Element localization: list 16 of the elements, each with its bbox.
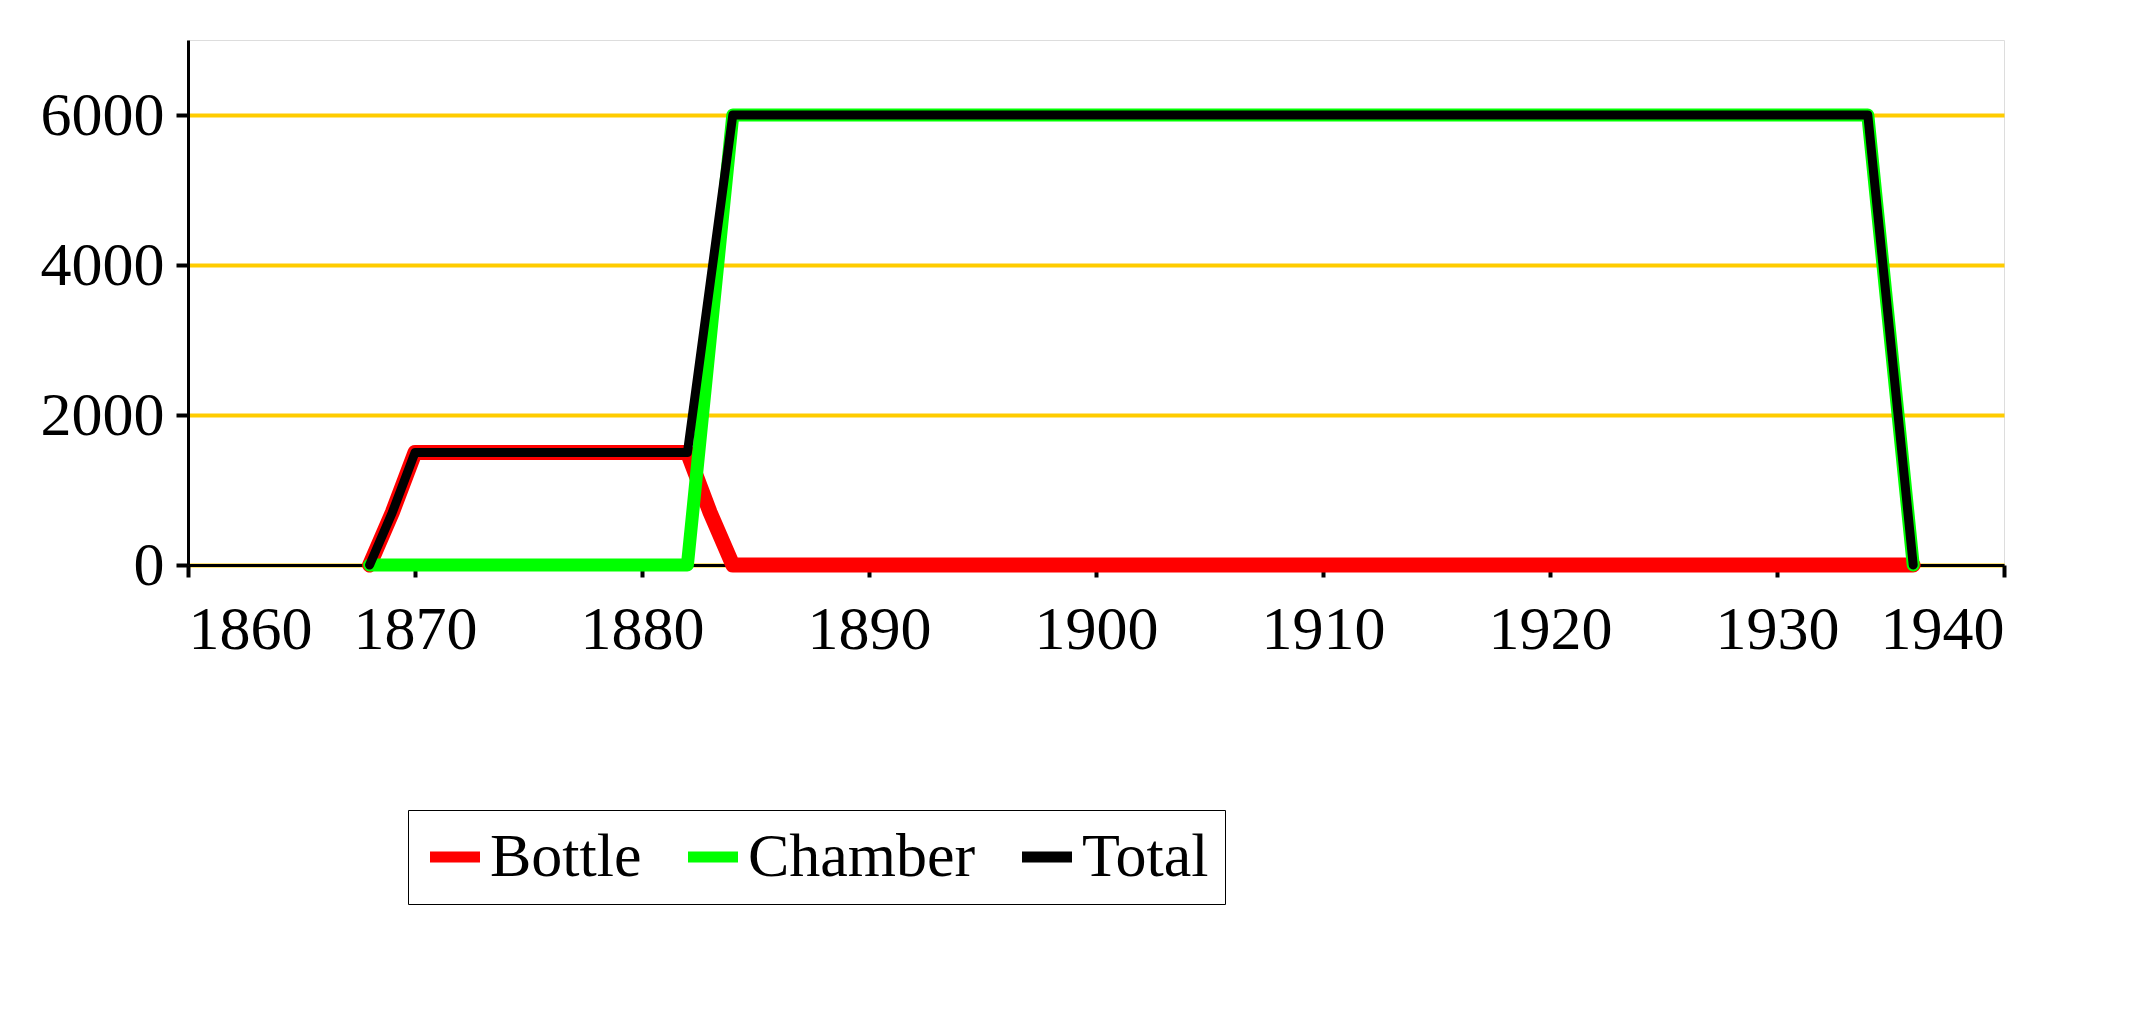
x-tick-label: 1910: [1261, 593, 1386, 662]
x-tick-label: 1870: [353, 593, 478, 662]
y-tick-label: 0: [133, 529, 165, 598]
legend-label: Bottle: [490, 821, 642, 889]
x-tick-label: 1880: [580, 593, 705, 662]
y-tick-label: 6000: [40, 79, 165, 148]
legend-label: Chamber: [748, 821, 976, 889]
legend-label: Total: [1082, 821, 1209, 889]
x-tick-label: 1930: [1715, 593, 1840, 662]
x-tick-label: 1890: [807, 593, 932, 662]
x-tick-label: 1940: [1880, 593, 2005, 662]
x-tick-label: 1860: [188, 593, 313, 662]
y-tick-label: 2000: [40, 379, 165, 448]
x-tick-label: 1920: [1488, 593, 1613, 662]
y-tick-label: 4000: [40, 229, 165, 298]
x-tick-label: 1900: [1034, 593, 1159, 662]
